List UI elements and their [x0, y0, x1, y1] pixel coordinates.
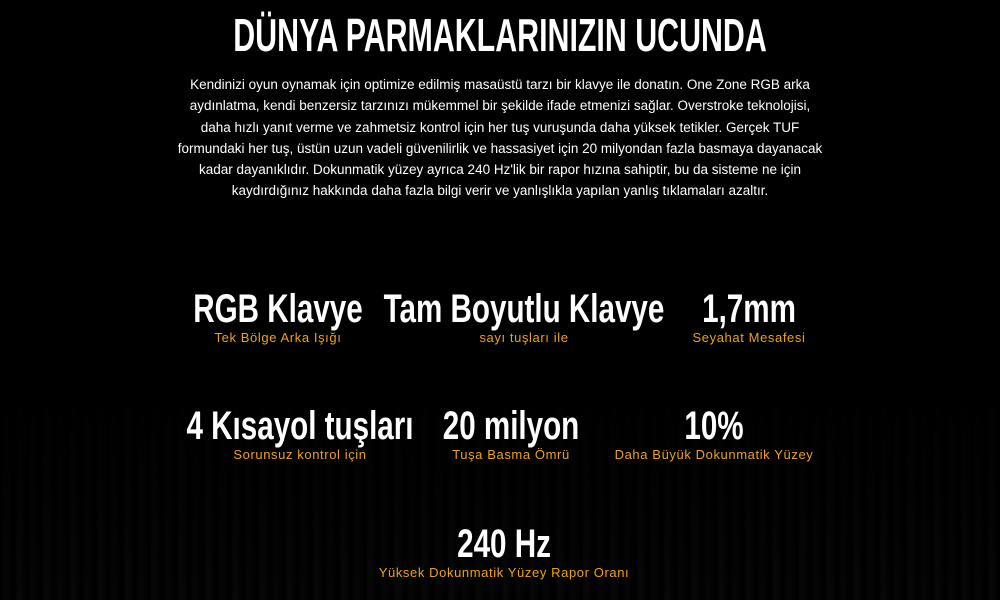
stat-value: 20 milyon — [442, 404, 580, 448]
stat-value: 4 Kısayol tuşları — [186, 404, 414, 448]
description-line: daha hızlı yanıt verme ve zahmetsiz kont… — [200, 119, 800, 135]
stat-label: Seyahat Mesafesi — [692, 330, 806, 345]
stat-label: Tuşa Basma Ömrü — [452, 447, 570, 462]
stat-value: Tam Boyutlu Klavye — [383, 287, 665, 331]
stat-label: Tek Bölge Arka Işığı — [214, 330, 342, 345]
page-title: DÜNYA PARMAKLARINIZIN UCUNDA — [233, 9, 767, 61]
description-line: Kendinizi oyun oynamak için optimize edi… — [190, 77, 810, 92]
stat-label: sayı tuşları ile — [479, 330, 569, 345]
stat-label: Daha Büyük Dokunmatik Yüzey — [614, 447, 814, 462]
description-line: kaydırdığınız hakkında daha fazla bilgi … — [231, 183, 769, 199]
stat-label: Yüksek Dokunmatik Yüzey Rapor Oranı — [378, 565, 630, 580]
stat-value: 10% — [684, 404, 744, 448]
stat-value: RGB Klavye — [193, 287, 363, 331]
description-line: formundaki her tuş, üstün uzun vadeli gü… — [177, 140, 823, 156]
stat-value: 1,7mm — [702, 287, 796, 331]
description-line: kadar dayanıklıdır. Dokunmatik yüzey ayr… — [198, 162, 802, 178]
description-paragraph: Kendinizi oyun oynamak için optimize edi… — [0, 74, 1000, 202]
stat-label: Sorunsuz kontrol için — [233, 447, 367, 462]
description-line: aydınlatma, kendi benzersiz tarzınızı mü… — [189, 98, 811, 114]
stat-value: 240 Hz — [457, 522, 551, 566]
